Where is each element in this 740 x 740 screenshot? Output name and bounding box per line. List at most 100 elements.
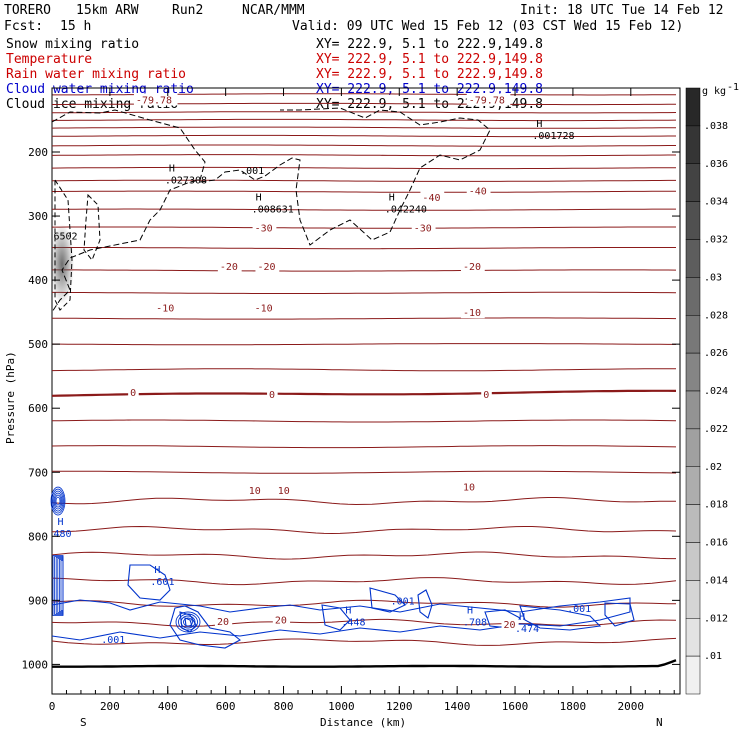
label-mask — [501, 618, 519, 631]
field-xy: XY= 222.9, 5.1 to 222.9,149.8 — [316, 82, 543, 97]
colorbar-segment — [685, 504, 701, 543]
isotherm-label: -10 — [156, 304, 174, 315]
valid-time: Valid: 09 UTC Wed 15 Feb 12 (03 CST Wed … — [292, 19, 683, 34]
isotherm-label: 10 — [249, 486, 261, 497]
isotherm-label: -40 — [422, 193, 440, 204]
colorbar-label: .038 — [704, 121, 728, 132]
init-time: Init: 18 UTC Tue 14 Feb 12 — [520, 3, 724, 18]
label-mask — [252, 301, 277, 314]
isotherm-line — [51, 368, 676, 372]
label-mask — [275, 484, 293, 497]
fcst-label: Fcst: — [4, 19, 43, 34]
isotherm-line — [51, 208, 676, 211]
label-mask — [217, 260, 242, 273]
maximum-letter: H — [154, 565, 160, 576]
maximum-value: .601 — [150, 577, 174, 588]
label-mask — [154, 301, 178, 314]
isotherm-line — [51, 389, 677, 397]
isotherm-line — [52, 247, 676, 250]
x-tick-label: 2000 — [618, 700, 645, 713]
cloud-water-contour — [127, 564, 171, 601]
cloud-water-contour — [180, 615, 196, 629]
x-tick-label: 400 — [158, 700, 178, 713]
isotherm-label: -79.78 — [136, 95, 172, 106]
contour-label: 6502 — [53, 231, 77, 242]
colorbar-segment — [685, 125, 701, 164]
maximum-value: .008631 — [252, 204, 294, 215]
cloud-water-contour — [51, 597, 631, 641]
cloud-water-contour — [175, 611, 201, 633]
x-tick-label: 1000 — [328, 700, 355, 713]
label-mask — [128, 386, 139, 399]
field-legend: Snow mixing ratio XY= 222.9, 5.1 to 222.9… — [6, 37, 543, 112]
colorbar-label: .014 — [704, 575, 728, 586]
label-mask — [460, 260, 485, 273]
colorbar-segment — [685, 277, 701, 316]
label-mask — [252, 221, 277, 234]
plot-content: -79.78 -79.78 -30 -30 -40 -40 -20 -20 -20 -10 -10 -… — [50, 93, 677, 668]
isotherm-label: -20 — [463, 262, 481, 273]
isotherm-line — [52, 291, 677, 294]
x-tick-label: 1200 — [386, 700, 413, 713]
isotherm-line — [51, 497, 676, 506]
maximum-letter: H — [467, 606, 473, 617]
contour-label: .001 — [391, 596, 415, 607]
x-tick-label: 1800 — [560, 700, 587, 713]
cloud-water-contour — [52, 490, 64, 512]
colorbar-segment — [685, 542, 701, 581]
header: TORERO 15km ARW Run2 NCAR/MMM Init: 18 U… — [4, 3, 724, 34]
maximum-letter: H — [389, 192, 395, 203]
colorbar-segment — [685, 618, 701, 657]
cloud-water-contour — [55, 496, 61, 506]
x-right-endpoint: N — [656, 716, 663, 729]
field-xy: XY= 222.9, 5.1 to 222.9,149.8 — [316, 67, 543, 82]
isotherm-label: -30 — [414, 224, 432, 235]
grid-name: 15km ARW — [76, 3, 139, 18]
isotherm-line — [51, 144, 676, 147]
isotherm-label: 20 — [217, 617, 229, 628]
colorbar-label: .022 — [704, 424, 728, 435]
isotherm-line — [51, 551, 676, 560]
colorbar-segment — [685, 239, 701, 278]
run-name: Run2 — [172, 3, 203, 18]
cloud-water-contour — [369, 587, 406, 613]
snow-contour — [83, 193, 101, 261]
colorbar-segment — [685, 352, 701, 392]
isotherm-label: 0 — [269, 390, 275, 401]
colorbar-label: .01 — [704, 651, 722, 662]
colorbar-segment — [685, 428, 701, 467]
isotherm-line — [52, 190, 676, 193]
x-tick-label: 0 — [49, 700, 56, 713]
colorbar-label: .02 — [704, 462, 722, 473]
colorbar-unit: g kg — [702, 86, 726, 97]
isotherm-line — [51, 599, 676, 608]
field-name: Cloud water mixing ratio — [6, 82, 194, 97]
fcst-value: 15 h — [60, 19, 91, 34]
isotherm-line — [51, 126, 677, 129]
x-axis-label: Distance (km) — [320, 716, 406, 729]
cloud-water-contour — [321, 604, 351, 631]
y-tick-label: 1000 — [22, 658, 49, 671]
y-tick-label: 200 — [28, 146, 48, 159]
isotherm-line — [51, 577, 677, 586]
colorbar-segment — [685, 580, 701, 619]
isotherm-line — [51, 166, 676, 170]
colorbar-segment — [685, 163, 701, 202]
label-mask — [246, 484, 264, 497]
colorbar-unit-exponent: -1 — [727, 82, 739, 93]
isotherm-line — [52, 470, 677, 474]
x-tick-label: 1400 — [444, 700, 471, 713]
colorbar-segment — [685, 390, 701, 430]
maximum-value: .027308 — [165, 176, 207, 187]
maximum-value: .474 — [515, 624, 539, 635]
cloud-water-contour — [54, 494, 62, 508]
y-tick-label: 800 — [28, 530, 48, 543]
org-name: NCAR/MMM — [242, 3, 305, 18]
colorbar-segment — [685, 466, 701, 505]
isotherm-line — [51, 637, 677, 646]
colorbar-label: .034 — [704, 197, 728, 208]
colorbar-label: .036 — [704, 159, 728, 170]
isotherm-line — [52, 317, 677, 320]
cloud-water-contour — [519, 605, 602, 631]
